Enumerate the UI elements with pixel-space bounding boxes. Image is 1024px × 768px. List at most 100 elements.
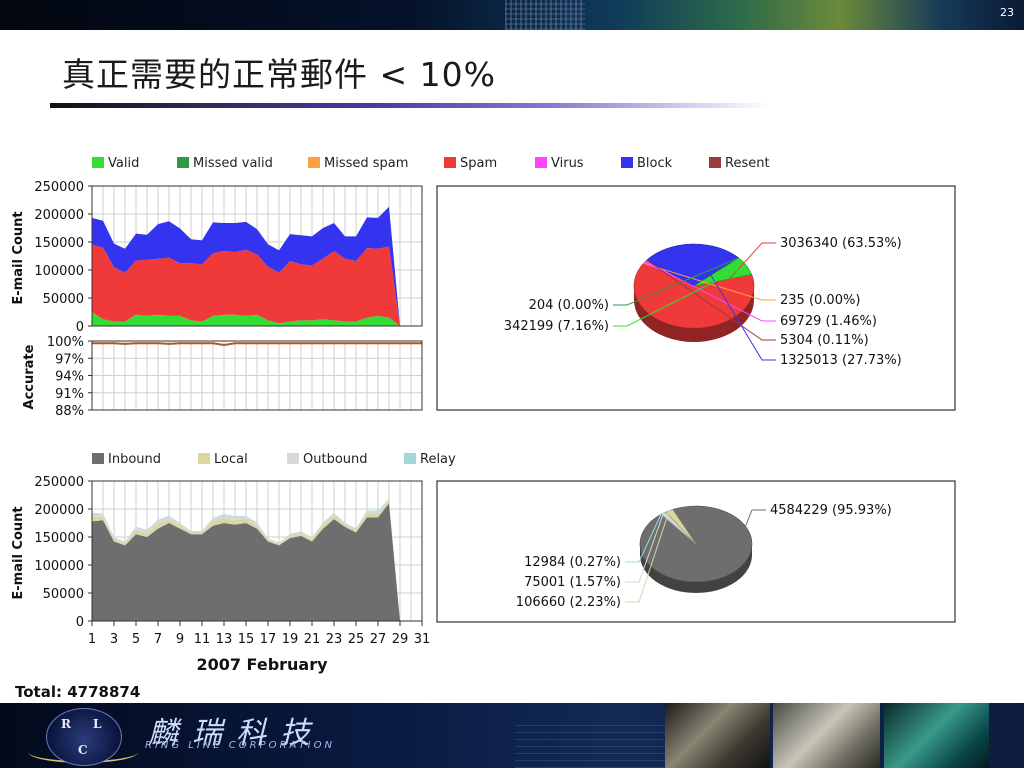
footer-text-texture: [515, 723, 665, 768]
direction-area-ytick: 250000: [34, 475, 84, 490]
direction-area-xtick: 5: [132, 632, 140, 647]
direction-area-ytick: 0: [76, 615, 84, 630]
accuracy-ytick: 100%: [47, 335, 84, 350]
legend-swatch-inbound: [92, 453, 104, 464]
direction-area-xtick: 23: [326, 632, 343, 647]
area-series-relay: [92, 498, 400, 621]
direction-pie-leader-line: [625, 512, 664, 583]
direction-area-xtick: 25: [348, 632, 365, 647]
direction-area-xtick: 13: [216, 632, 233, 647]
accuracy-ytick: 94%: [55, 370, 84, 385]
legend-swatch-block: [621, 157, 633, 168]
legend-label-virus: Virus: [551, 156, 584, 171]
legend-label-missed_spam: Missed spam: [324, 156, 408, 171]
direction-area-xtick: 21: [304, 632, 321, 647]
legend-label-block: Block: [637, 156, 673, 171]
category-pie-slice-spam: [633, 262, 755, 329]
legend-label-missed_valid: Missed valid: [193, 156, 273, 171]
legend-swatch-local: [198, 453, 210, 464]
logo-letter-r: R: [61, 717, 71, 731]
direction-area-xtick: 9: [176, 632, 184, 647]
category-pie-slice-label: 69729 (1.46%): [780, 314, 877, 329]
legend-label-resent: Resent: [725, 156, 770, 171]
direction-pie-leader-line: [725, 509, 766, 577]
legend-swatch-spam: [444, 157, 456, 168]
direction-pie-slice-label: 106660 (2.23%): [516, 595, 621, 610]
category-pie-leader-line: [684, 242, 776, 328]
title-underline: [50, 103, 770, 108]
direction-area-ytick: 100000: [34, 559, 84, 574]
footer-photo-meeting: [773, 703, 880, 768]
direction-pie-slice-side: [640, 544, 752, 593]
direction-area-xtick: 1: [88, 632, 96, 647]
banner-grid-decoration: [505, 0, 585, 30]
direction-area-xtick: 27: [370, 632, 387, 647]
direction-area-xtick: 17: [260, 632, 277, 647]
direction-area-ylabel: E-mail Count: [11, 506, 26, 599]
footer-banner: R L C 麟瑞科技 RING LINE CORPORATION: [0, 703, 1024, 768]
legend-label-valid: Valid: [108, 156, 139, 171]
category-pie-leader-line: [646, 259, 776, 341]
area-series-valid: [92, 312, 400, 326]
company-name-chinese: 麟瑞科技: [148, 716, 324, 751]
category-area-ytick: 100000: [34, 264, 84, 279]
legend-swatch-relay: [404, 453, 416, 464]
area-series-block: [92, 206, 400, 326]
accuracy-ytick: 91%: [55, 387, 84, 402]
legend-label-relay: Relay: [420, 452, 456, 467]
direction-pie-slice-label: 75001 (1.57%): [524, 575, 621, 590]
direction-area-xtick: 7: [154, 632, 162, 647]
category-pie-leader-line: [691, 243, 776, 361]
category-area-border: [91, 185, 423, 327]
direction-area-ytick: 150000: [34, 531, 84, 546]
legend-swatch-missed_spam: [308, 157, 320, 168]
category-pie-slice-label: 1325013 (27.73%): [780, 353, 902, 368]
direction-area-xlabel: 2007 February: [196, 655, 328, 674]
direction-area-ytick: 50000: [43, 587, 84, 602]
category-area-ytick: 0: [76, 320, 84, 335]
category-pie-slice-label: 235 (0.00%): [780, 293, 860, 308]
slide-title: 真正需要的正常郵件 < 10%: [62, 55, 496, 94]
company-name-english: RING LINE CORPORATION: [145, 740, 335, 751]
accuracy-ytick: 88%: [55, 404, 84, 419]
category-area-ylabel: E-mail Count: [11, 211, 26, 304]
direction-area-xtick: 29: [392, 632, 409, 647]
direction-area-xtick: 11: [194, 632, 211, 647]
legend-label-inbound: Inbound: [108, 452, 161, 467]
category-pie-slice-label: 5304 (0.11%): [780, 333, 869, 348]
legend-label-spam: Spam: [460, 156, 497, 171]
category-pie-slice-side: [634, 286, 754, 342]
area-series-inbound: [92, 503, 400, 621]
category-pie-slice-label: 3036340 (63.53%): [780, 236, 902, 251]
accuracy-ytick: 97%: [55, 352, 84, 367]
category-area-ytick: 200000: [34, 208, 84, 223]
logo-letter-l: L: [93, 717, 102, 731]
category-pie-slice-label: 342199 (7.16%): [504, 319, 609, 334]
direction-pie-leader-line: [625, 514, 662, 563]
footer-photo-office: [884, 703, 989, 768]
direction-area-ytick: 200000: [34, 503, 84, 518]
category-pie-leader-line: [613, 265, 747, 327]
area-series-outbound: [92, 499, 400, 621]
direction-area-xtick: 19: [282, 632, 299, 647]
legend-swatch-outbound: [287, 453, 299, 464]
logo-letter-c: C: [78, 743, 88, 757]
category-area-ytick: 50000: [43, 292, 84, 307]
company-logo: R L C: [46, 708, 122, 766]
direction-pie-slice-label: 12984 (0.27%): [524, 555, 621, 570]
accuracy-line: [92, 342, 422, 347]
direction-pie-leader-line: [625, 510, 670, 603]
category-area-ytick: 150000: [34, 236, 84, 251]
accuracy-ylabel: Accurate: [22, 344, 37, 409]
legend-swatch-virus: [535, 157, 547, 168]
legend-swatch-valid: [92, 157, 104, 168]
top-banner: 23: [0, 0, 1024, 30]
category-area-ytick: 250000: [34, 180, 84, 195]
category-pie-slice-label: 204 (0.00%): [529, 298, 609, 313]
direction-pie-slice-label: 4584229 (95.93%): [770, 503, 892, 518]
footer-photo-people: [665, 703, 770, 768]
direction-area-xtick: 3: [110, 632, 118, 647]
category-pie-leader-line: [613, 257, 739, 306]
legend-swatch-resent: [709, 157, 721, 168]
